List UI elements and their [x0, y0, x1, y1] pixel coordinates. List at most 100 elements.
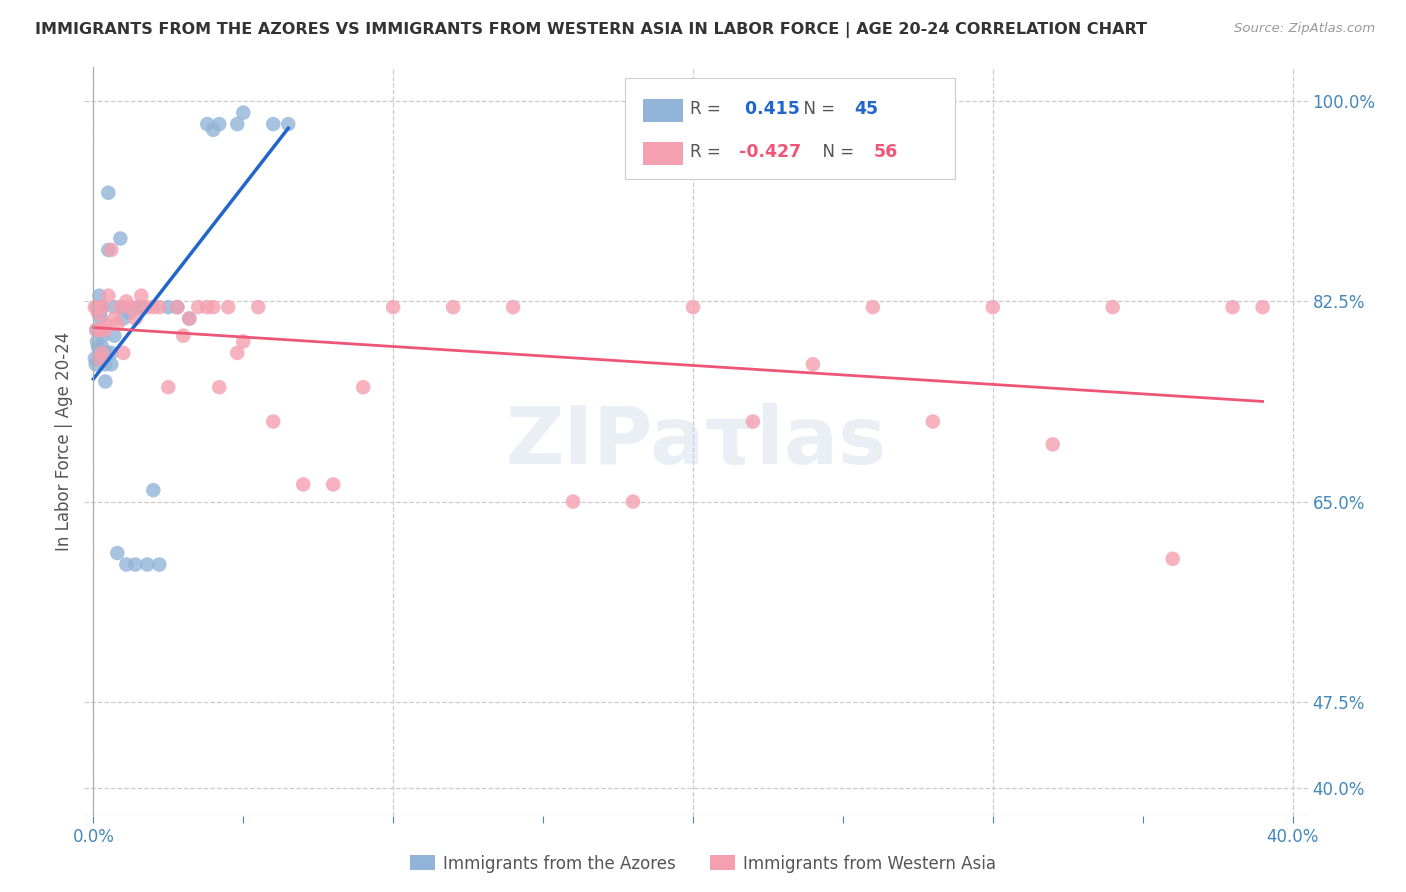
Point — [195, 117, 218, 131]
Point — [86, 334, 108, 349]
Point — [103, 300, 125, 314]
Point — [262, 117, 284, 131]
Point — [118, 300, 141, 314]
Text: R =: R = — [690, 100, 725, 118]
Point — [112, 346, 135, 360]
Point — [91, 346, 114, 360]
Point — [86, 300, 108, 314]
Text: 45: 45 — [853, 100, 877, 118]
Point — [112, 311, 135, 326]
Point — [83, 351, 105, 366]
Point — [148, 558, 170, 572]
FancyBboxPatch shape — [644, 99, 682, 121]
Point — [502, 300, 524, 314]
Point — [292, 477, 315, 491]
Point — [127, 300, 149, 314]
Point — [1222, 300, 1244, 314]
Point — [247, 300, 270, 314]
Point — [382, 300, 405, 314]
Point — [1042, 437, 1064, 451]
Point — [1251, 300, 1274, 314]
Point — [981, 300, 1004, 314]
Point — [202, 123, 225, 137]
Point — [110, 300, 132, 314]
Point — [91, 351, 114, 366]
Text: IMMIGRANTS FROM THE AZORES VS IMMIGRANTS FROM WESTERN ASIA IN LABOR FORCE | AGE : IMMIGRANTS FROM THE AZORES VS IMMIGRANTS… — [35, 22, 1147, 38]
Point — [124, 558, 146, 572]
Point — [166, 300, 188, 314]
Point — [100, 357, 122, 371]
Point — [742, 415, 765, 429]
Point — [187, 300, 209, 314]
Text: N =: N = — [793, 100, 839, 118]
Text: 56: 56 — [873, 143, 897, 161]
Point — [127, 300, 149, 314]
Point — [157, 380, 180, 394]
Point — [921, 415, 943, 429]
Point — [148, 300, 170, 314]
Point — [105, 546, 128, 560]
Point — [195, 300, 218, 314]
Point — [94, 318, 117, 332]
Point — [322, 477, 344, 491]
Point — [89, 306, 111, 320]
Point — [1161, 551, 1184, 566]
Point — [103, 311, 125, 326]
Text: R =: R = — [690, 143, 725, 161]
Point — [862, 300, 884, 314]
Point — [226, 346, 249, 360]
Text: Source: ZipAtlas.com: Source: ZipAtlas.com — [1234, 22, 1375, 36]
Point — [208, 117, 231, 131]
Point — [93, 346, 115, 360]
Point — [86, 323, 108, 337]
Point — [100, 346, 122, 360]
Point — [84, 357, 107, 371]
Point — [226, 117, 249, 131]
Point — [118, 306, 141, 320]
Point — [97, 186, 120, 200]
FancyBboxPatch shape — [626, 78, 955, 179]
Point — [91, 340, 114, 354]
Point — [94, 357, 117, 371]
Point — [83, 300, 105, 314]
Point — [124, 311, 146, 326]
Text: 0.415: 0.415 — [738, 100, 800, 118]
Y-axis label: In Labor Force | Age 20-24: In Labor Force | Age 20-24 — [55, 332, 73, 551]
Point — [202, 300, 225, 314]
Point — [131, 300, 153, 314]
Point — [232, 334, 254, 349]
Text: N =: N = — [813, 143, 859, 161]
Point — [217, 300, 239, 314]
Point — [208, 380, 231, 394]
Point — [89, 351, 111, 366]
Point — [166, 300, 188, 314]
Point — [94, 323, 117, 337]
Text: -0.427: -0.427 — [738, 143, 801, 161]
Point — [179, 311, 201, 326]
Point — [136, 300, 159, 314]
Point — [352, 380, 374, 394]
Point — [115, 558, 138, 572]
Point — [87, 306, 110, 320]
Point — [142, 483, 165, 498]
Point — [621, 494, 644, 508]
Point — [562, 494, 585, 508]
Point — [801, 357, 824, 371]
Point — [157, 300, 180, 314]
Point — [1101, 300, 1123, 314]
Point — [89, 323, 111, 337]
Point — [91, 328, 114, 343]
Point — [87, 340, 110, 354]
Point — [262, 415, 284, 429]
Point — [103, 328, 125, 343]
Point — [277, 117, 299, 131]
Point — [115, 294, 138, 309]
Point — [131, 288, 153, 302]
Point — [682, 300, 704, 314]
Text: ZIPaτlas: ZIPaτlas — [505, 402, 887, 481]
Point — [441, 300, 464, 314]
Point — [142, 300, 165, 314]
Point — [110, 231, 132, 245]
Point — [97, 288, 120, 302]
Point — [90, 311, 112, 326]
